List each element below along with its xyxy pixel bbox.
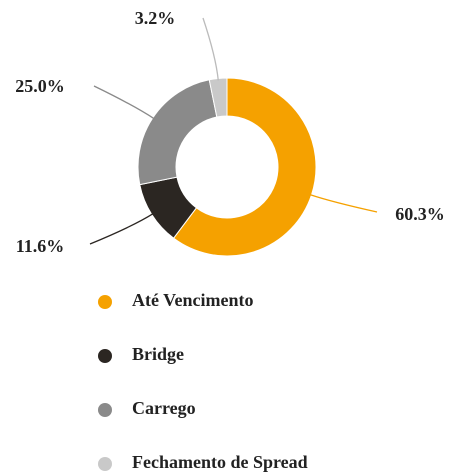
leader-line [93, 85, 155, 120]
leader-line [89, 212, 154, 245]
data-label: 11.6% [16, 236, 65, 256]
legend-marker [98, 349, 112, 363]
legend-label: Bridge [132, 344, 184, 364]
data-label: 25.0% [15, 76, 65, 96]
data-label: 3.2% [135, 8, 176, 28]
leader-line [202, 17, 219, 81]
legend-label: Fechamento de Spread [132, 452, 308, 472]
donut-slice [208, 77, 228, 118]
legend-label: Carrego [132, 398, 196, 418]
donut-slice [172, 77, 317, 257]
legend-marker [98, 295, 112, 309]
legend-label: Até Vencimento [132, 290, 253, 310]
donut-slice [137, 79, 218, 186]
data-label: 60.3% [395, 204, 445, 224]
legend-marker [98, 457, 112, 471]
leader-line [309, 193, 378, 213]
legend-marker [98, 403, 112, 417]
